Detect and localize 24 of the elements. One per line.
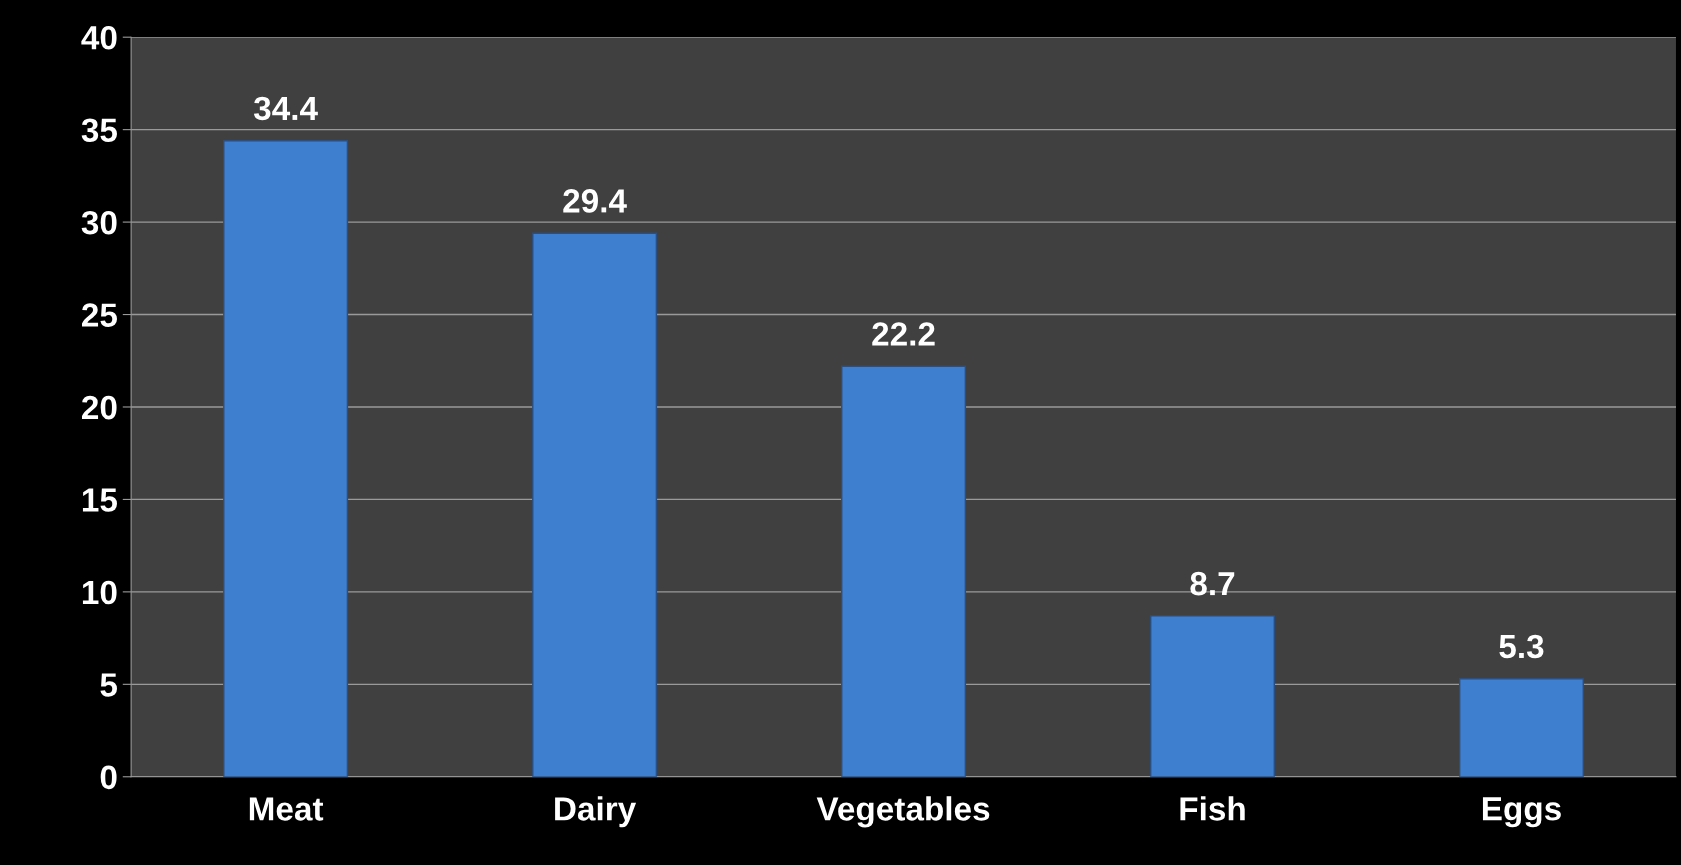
x-tick-label: Meat <box>249 797 324 821</box>
data-label: 5.3 <box>1499 634 1544 659</box>
data-label: 22.2 <box>872 322 935 346</box>
y-tick-label: 10 <box>82 580 117 605</box>
bar <box>841 365 967 777</box>
x-tick-label: Vegetables <box>816 796 990 828</box>
data-label: 34.4 <box>253 96 318 121</box>
bar <box>532 232 658 777</box>
y-tick-label: 15 <box>82 488 117 512</box>
x-tick-label: Eggs <box>1482 797 1561 828</box>
y-tick-label: 35 <box>81 118 117 143</box>
data-label: 8.7 <box>1190 571 1235 596</box>
bar <box>1150 615 1275 777</box>
y-tick-label: 0 <box>100 765 117 790</box>
y-tick-label: 25 <box>82 303 117 327</box>
y-tick-label: 5 <box>100 673 117 697</box>
y-tick-label: 20 <box>82 395 117 420</box>
x-tick-label: Dairy <box>555 796 637 828</box>
x-tick-label: Fish <box>1180 796 1245 821</box>
bar <box>1458 678 1584 777</box>
bar <box>223 140 349 777</box>
y-tick-label: 40 <box>81 26 117 50</box>
data-label: 29.4 <box>563 189 627 213</box>
y-tick-label: 30 <box>81 210 117 235</box>
